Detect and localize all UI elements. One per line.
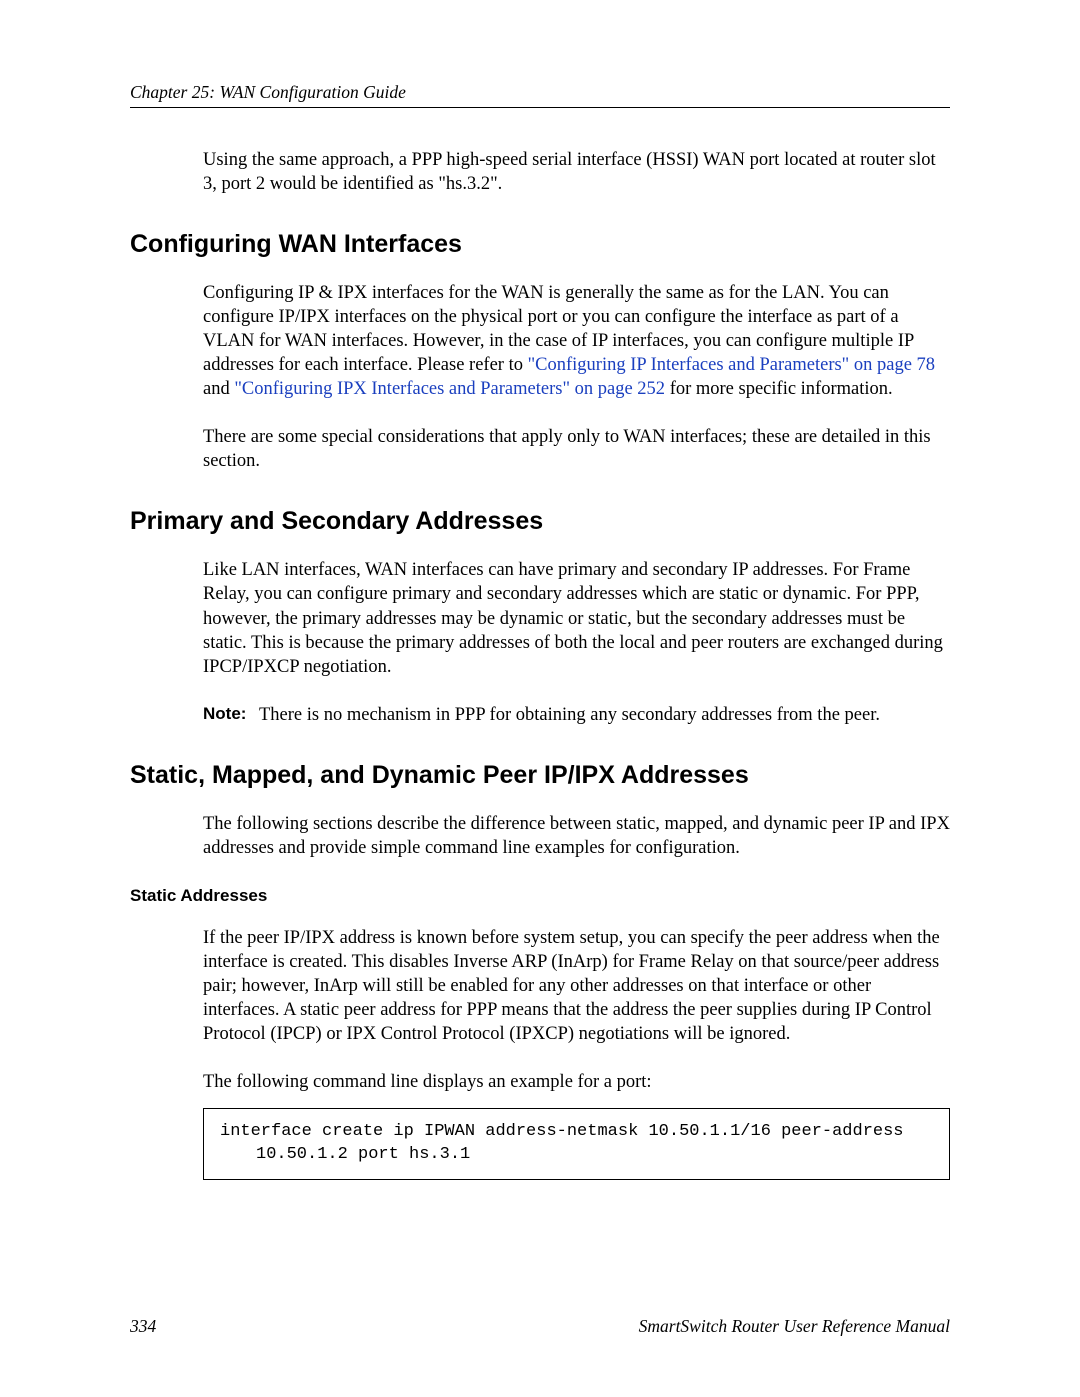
heading-static-mapped-dynamic: Static, Mapped, and Dynamic Peer IP/IPX … xyxy=(130,761,950,790)
text-fragment: for more specific information. xyxy=(665,379,893,399)
manual-title: SmartSwitch Router User Reference Manual xyxy=(639,1316,950,1337)
config-wan-para2: There are some special considerations th… xyxy=(203,425,950,473)
subsection-static-body: If the peer IP/IPX address is known befo… xyxy=(203,926,950,1180)
page-number: 334 xyxy=(130,1316,156,1337)
section-static-mapped-body: The following sections describe the diff… xyxy=(203,812,950,860)
static-para2: The following command line displays an e… xyxy=(203,1070,950,1094)
heading-primary-secondary-addresses: Primary and Secondary Addresses xyxy=(130,507,950,536)
body-content: Using the same approach, a PPP high-spee… xyxy=(203,148,950,196)
note-label: Note: xyxy=(203,703,259,727)
page: Chapter 25: WAN Configuration Guide Usin… xyxy=(0,0,1080,1397)
config-wan-para1: Configuring IP & IPX interfaces for the … xyxy=(203,281,950,401)
section-config-wan-body: Configuring IP & IPX interfaces for the … xyxy=(203,281,950,473)
code-line: 10.50.1.2 port hs.3.1 xyxy=(256,1145,470,1164)
note-body: There is no mechanism in PPP for obtaini… xyxy=(259,703,880,727)
code-line: interface create ip IPWAN address-netmas… xyxy=(220,1122,914,1141)
static-mapped-para1: The following sections describe the diff… xyxy=(203,812,950,860)
link-configuring-ipx-interfaces[interactable]: "Configuring IPX Interfaces and Paramete… xyxy=(234,379,665,399)
subheading-static-addresses: Static Addresses xyxy=(130,886,950,906)
heading-configuring-wan-interfaces: Configuring WAN Interfaces xyxy=(130,230,950,259)
code-example: interface create ip IPWAN address-netmas… xyxy=(203,1108,950,1180)
link-configuring-ip-interfaces[interactable]: "Configuring IP Interfaces and Parameter… xyxy=(528,355,935,375)
running-head: Chapter 25: WAN Configuration Guide xyxy=(130,82,950,103)
primary-para1: Like LAN interfaces, WAN interfaces can … xyxy=(203,558,950,678)
section-primary-body: Like LAN interfaces, WAN interfaces can … xyxy=(203,558,950,726)
header-rule xyxy=(130,107,950,108)
note-block: Note: There is no mechanism in PPP for o… xyxy=(203,703,950,727)
intro-paragraph: Using the same approach, a PPP high-spee… xyxy=(203,148,950,196)
static-para1: If the peer IP/IPX address is known befo… xyxy=(203,926,950,1046)
text-fragment: and xyxy=(203,379,234,399)
page-footer: 334 SmartSwitch Router User Reference Ma… xyxy=(130,1316,950,1337)
